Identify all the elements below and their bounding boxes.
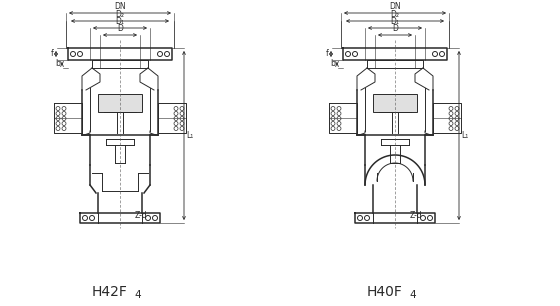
Text: b: b [55,59,60,69]
Text: L₁: L₁ [186,131,193,140]
Text: D₁: D₁ [115,17,124,26]
Text: f: f [326,50,329,58]
Text: f: f [52,50,54,58]
Text: D: D [117,24,123,33]
Text: D: D [392,24,398,33]
Text: Z-d: Z-d [410,211,423,219]
FancyBboxPatch shape [98,94,142,112]
Text: D₁: D₁ [390,17,399,26]
Text: b: b [330,59,335,69]
Text: H42F: H42F [92,285,128,299]
Text: 4: 4 [410,290,416,300]
Text: L₁: L₁ [461,131,468,140]
Text: DN: DN [389,2,401,11]
Text: D₂: D₂ [115,10,124,19]
Text: Z-d: Z-d [135,211,148,219]
Text: 4: 4 [135,290,141,300]
Text: D₂: D₂ [390,10,399,19]
Text: H40F: H40F [367,285,403,299]
FancyBboxPatch shape [373,94,417,112]
Text: DN: DN [114,2,126,11]
